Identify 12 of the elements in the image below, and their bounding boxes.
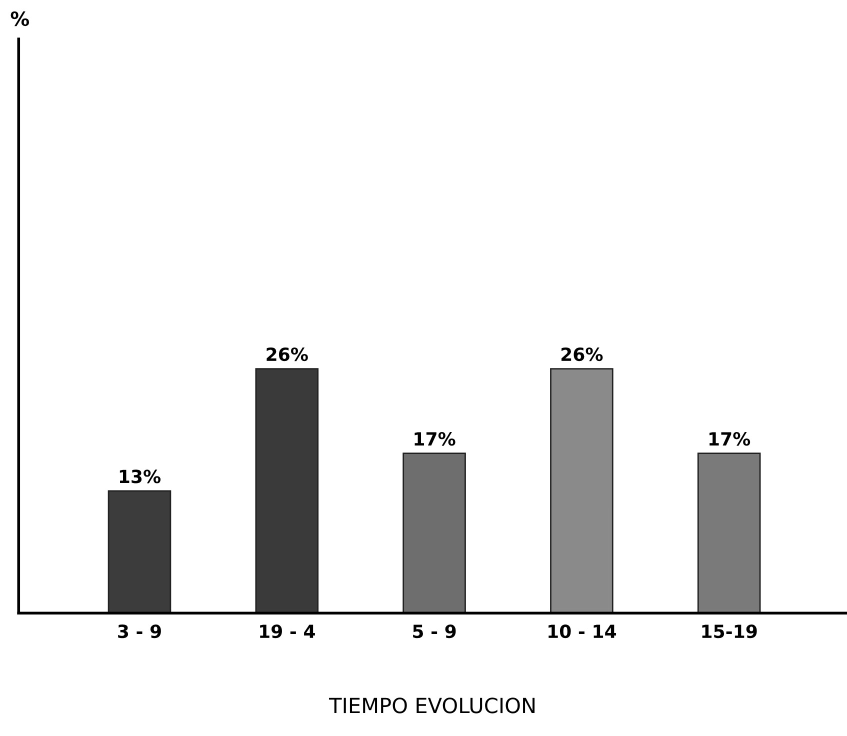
data-label: 17% (710, 432, 750, 446)
x-tick-label: 10 - 14 (548, 624, 616, 638)
x-tick-label: 15-19 (702, 624, 757, 638)
x-tick-label: 19 - 4 (260, 624, 315, 638)
x-tick-label: 5 - 9 (413, 624, 456, 638)
data-label: 13% (120, 470, 161, 484)
data-label: 17% (414, 432, 456, 446)
text: % (10, 11, 30, 26)
x-tick-label: 3 - 9 (118, 624, 161, 638)
data-label: 26% (266, 347, 308, 362)
x-axis-title: TIEMPO EVOLUCION (328, 698, 535, 714)
data-label: 26% (562, 347, 603, 362)
